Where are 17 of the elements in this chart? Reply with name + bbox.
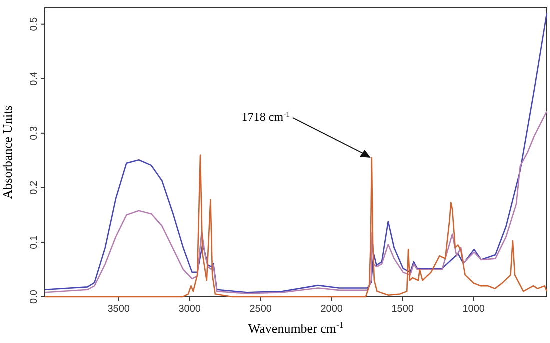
- line-series: [44, 12, 548, 294]
- y-axis-title: Absorbance Units: [0, 106, 15, 200]
- x-tick-label: 1500: [392, 304, 414, 315]
- y-tick-label: 0.3: [29, 126, 40, 140]
- y-tick-label: 0.1: [29, 235, 40, 250]
- y-tick-label: 0.0: [29, 290, 40, 304]
- line-series: [44, 110, 548, 294]
- x-tick-label: 2000: [320, 304, 344, 315]
- y-tick-label: 0.4: [29, 72, 40, 86]
- y-tick-label: 0.2: [29, 180, 40, 195]
- y-tick-label: 0.5: [29, 16, 40, 32]
- x-tick-label: 3500: [108, 304, 130, 315]
- x-tick-label: 3000: [178, 304, 202, 315]
- x-tick-label: 1000: [462, 304, 486, 315]
- annotation: 1718 cm$^{-1}$: [242, 109, 290, 124]
- x-tick-label: 2500: [250, 304, 272, 315]
- x-axis-title: Wavenumber cm$^{-1}$: [248, 320, 344, 336]
